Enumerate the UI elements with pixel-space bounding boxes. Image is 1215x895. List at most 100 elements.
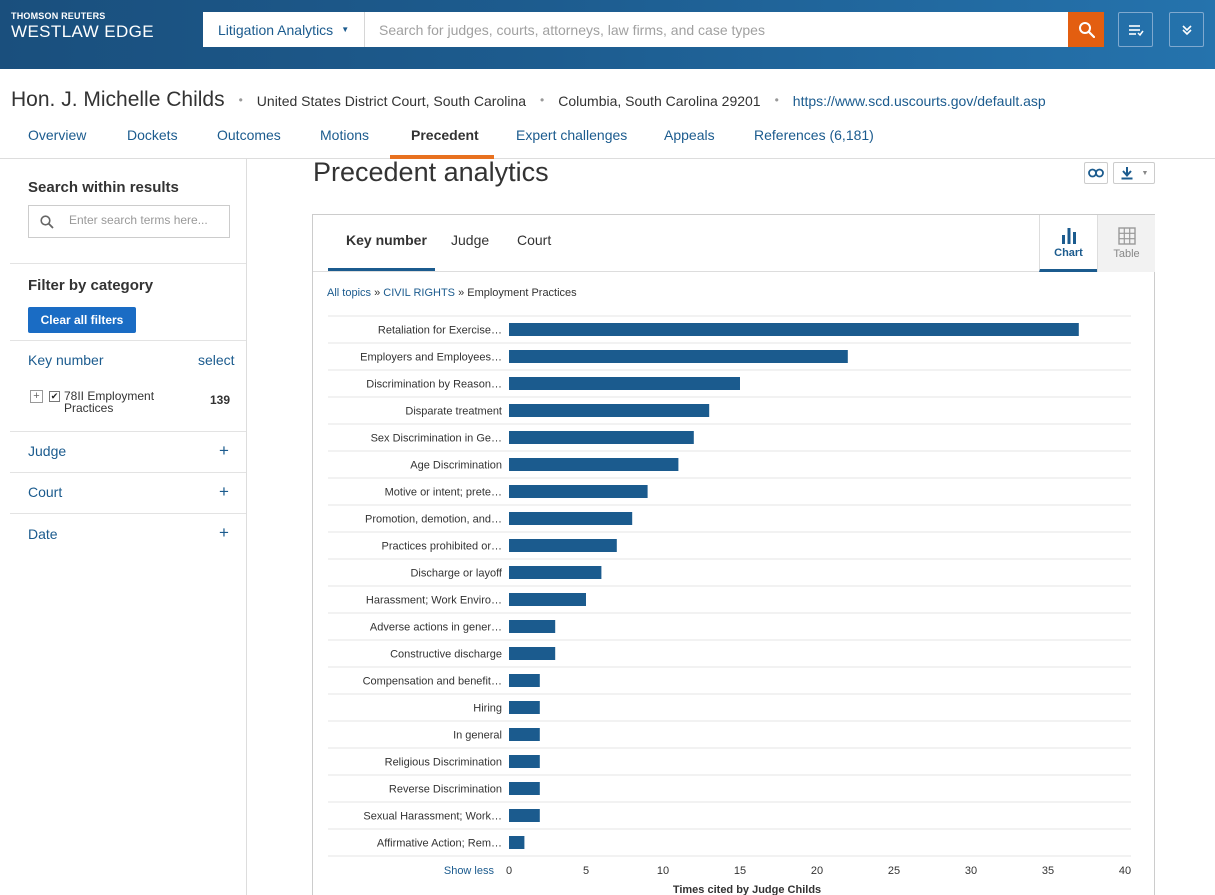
tab-key-number[interactable]: Key number <box>346 232 427 248</box>
category-label: Retaliation for Exercise… <box>378 325 502 337</box>
search-button[interactable] <box>1068 12 1104 47</box>
category-label: Sexual Harassment; Work… <box>363 811 502 823</box>
breadcrumb-civil-rights[interactable]: CIVIL RIGHTS <box>383 287 455 299</box>
facet-judge[interactable]: Judge <box>28 443 67 459</box>
bar[interactable] <box>509 647 556 660</box>
tab-expert-challenges[interactable]: Expert challenges <box>516 127 628 143</box>
category-label: Constructive discharge <box>390 649 502 661</box>
judge-location: Columbia, South Carolina 29201 <box>558 93 761 109</box>
divider <box>10 340 246 341</box>
bar[interactable] <box>509 836 525 849</box>
facet-checkbox[interactable]: ✔ <box>49 391 60 402</box>
filter-sidebar: Search within results Filter by category… <box>0 159 247 895</box>
breadcrumb-separator: » <box>458 287 465 299</box>
judge-court: United States District Court, South Caro… <box>256 93 527 109</box>
facet-item-count: 139 <box>210 393 231 407</box>
history-button[interactable] <box>1118 12 1153 47</box>
tab-court[interactable]: Court <box>517 232 552 248</box>
copy-link-button[interactable] <box>1084 162 1108 184</box>
x-tick-label: 40 <box>1119 865 1131 877</box>
westlaw-logo[interactable]: THOMSON REUTERS WESTLAW EDGE <box>11 11 154 42</box>
brand-top-text: THOMSON REUTERS <box>11 11 106 21</box>
category-label: Compensation and benefit… <box>363 676 502 688</box>
chart-toggle-label: Chart <box>1054 246 1083 259</box>
tab-outcomes[interactable]: Outcomes <box>217 127 281 143</box>
search-icon <box>1078 22 1095 38</box>
expand-icon[interactable]: + <box>30 390 43 403</box>
facet-date[interactable]: Date <box>28 526 58 542</box>
search-icon <box>40 215 54 229</box>
bar[interactable] <box>509 485 648 498</box>
plus-icon[interactable]: + <box>219 441 229 460</box>
x-tick-label: 25 <box>888 865 900 877</box>
tab-references[interactable]: References (6,181) <box>754 127 874 143</box>
category-label: Discharge or layoff <box>410 568 502 580</box>
bar[interactable] <box>509 458 679 471</box>
separator-dot: • <box>540 93 545 107</box>
bar[interactable] <box>509 404 710 417</box>
x-tick-label: 30 <box>965 865 977 877</box>
table-view-toggle[interactable]: Table <box>1097 215 1155 272</box>
bar[interactable] <box>509 782 540 795</box>
bar[interactable] <box>509 539 617 552</box>
bar[interactable] <box>509 620 556 633</box>
bar[interactable] <box>509 755 540 768</box>
tab-overview[interactable]: Overview <box>28 127 87 143</box>
bar-chart-icon <box>1061 227 1076 244</box>
filter-heading: Filter by category <box>28 277 154 294</box>
show-less-link[interactable]: Show less <box>444 865 495 877</box>
judge-name: Hon. J. Michelle Childs <box>11 88 225 111</box>
active-card-tab-indicator <box>328 268 435 271</box>
download-button[interactable]: ▼ <box>1113 162 1155 184</box>
bar[interactable] <box>509 701 540 714</box>
category-label: Age Discrimination <box>410 460 502 472</box>
chart-view-toggle[interactable]: Chart <box>1039 215 1097 272</box>
select-link[interactable]: select <box>198 352 235 368</box>
link-icon <box>1088 168 1104 178</box>
bar[interactable] <box>509 593 586 606</box>
category-label: Disparate treatment <box>405 406 502 418</box>
bar[interactable] <box>509 323 1079 336</box>
judge-info-row: Hon. J. Michelle Childs • United States … <box>11 88 1046 112</box>
divider <box>10 513 246 514</box>
category-label: Employers and Employees… <box>360 352 502 364</box>
more-menu-button[interactable] <box>1169 12 1204 47</box>
caret-down-icon: ▼ <box>341 25 350 34</box>
category-label: Practices prohibited or… <box>382 541 502 553</box>
tab-motions[interactable]: Motions <box>320 127 370 143</box>
bar[interactable] <box>509 350 848 363</box>
card-tabs: Key number Judge Court Chart Table <box>313 215 1155 272</box>
separator-dot: • <box>238 93 243 107</box>
bar[interactable] <box>509 809 540 822</box>
breadcrumb-separator: » <box>374 287 381 299</box>
breadcrumb: All topics » CIVIL RIGHTS » Employment P… <box>327 287 577 299</box>
bar[interactable] <box>509 431 694 444</box>
search-within-input[interactable] <box>69 213 219 227</box>
bar[interactable] <box>509 377 740 390</box>
tab-judge[interactable]: Judge <box>451 232 490 248</box>
search-scope-label: Litigation Analytics <box>218 21 334 38</box>
category-label: Motive or intent; prete… <box>385 487 502 499</box>
category-label: Reverse Discrimination <box>389 784 502 796</box>
tab-appeals[interactable]: Appeals <box>664 127 715 143</box>
court-website-link[interactable]: https://www.scd.uscourts.gov/default.asp <box>792 93 1046 109</box>
tab-precedent[interactable]: Precedent <box>411 127 479 143</box>
category-label: Sex Discrimination in Ge… <box>371 433 502 445</box>
facet-key-number[interactable]: Key number <box>28 352 104 368</box>
bar[interactable] <box>509 674 540 687</box>
global-search-input[interactable] <box>365 12 1068 47</box>
plus-icon[interactable]: + <box>219 482 229 501</box>
x-tick-label: 35 <box>1042 865 1054 877</box>
bar[interactable] <box>509 566 602 579</box>
tab-dockets[interactable]: Dockets <box>127 127 178 143</box>
breadcrumb-all-topics[interactable]: All topics <box>327 287 372 299</box>
search-within-box <box>28 205 230 238</box>
clear-filters-button[interactable]: Clear all filters <box>28 307 136 333</box>
x-tick-label: 20 <box>811 865 823 877</box>
plus-icon[interactable]: + <box>219 523 229 542</box>
search-scope-dropdown[interactable]: Litigation Analytics ▼ <box>203 12 365 47</box>
bar[interactable] <box>509 512 633 525</box>
bar[interactable] <box>509 728 540 741</box>
x-tick-label: 0 <box>506 865 512 877</box>
facet-court[interactable]: Court <box>28 484 63 500</box>
